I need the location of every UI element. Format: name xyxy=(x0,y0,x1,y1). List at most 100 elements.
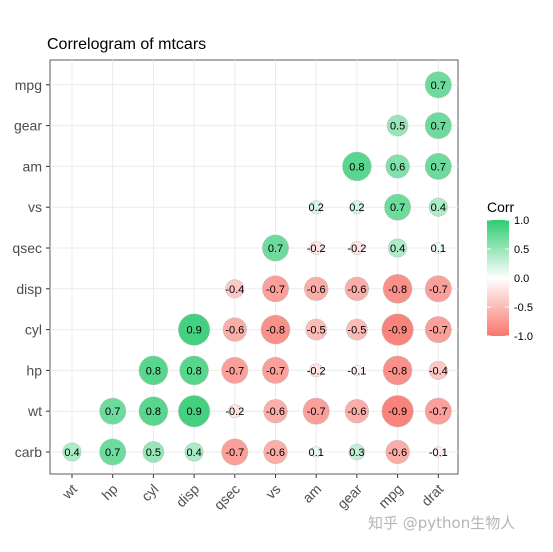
cell-am-wt xyxy=(302,397,330,425)
cell-label-gear-am: 0.8 xyxy=(349,161,364,173)
cell-disp-cyl xyxy=(178,313,211,346)
y-tick-label: qsec xyxy=(12,240,42,256)
cell-label-disp-carb: 0.4 xyxy=(186,447,201,459)
cell-drat-qsec xyxy=(432,242,444,254)
cell-label-drat-hp: -0.4 xyxy=(429,365,448,377)
cell-wt-carb xyxy=(62,442,82,462)
cell-drat-gear xyxy=(424,112,452,140)
cell-label-drat-vs: 0.4 xyxy=(431,202,446,214)
cell-gear-qsec xyxy=(349,241,364,255)
cell-label-drat-wt: -0.7 xyxy=(429,406,448,418)
cell-cyl-hp xyxy=(138,355,169,386)
cell-label-mpg-qsec: 0.4 xyxy=(390,243,405,255)
correlation-cells: 0.7 0.5 0.7 0.8 0.6 0.7 0.2 0.2 0.7 0.4 0.7 -0.2 -0.… xyxy=(62,71,452,466)
y-tick-label: disp xyxy=(16,281,42,297)
cell-mpg-am xyxy=(385,154,410,179)
x-tick-label: cyl xyxy=(138,481,161,504)
cell-label-am-qsec: -0.2 xyxy=(307,243,326,255)
cell-mpg-gear xyxy=(386,114,409,137)
legend-tick-label: 0.0 xyxy=(514,273,529,285)
x-tick-label: qsec xyxy=(211,481,243,513)
y-tick-label: hp xyxy=(26,362,42,378)
cell-label-drat-qsec: 0.1 xyxy=(431,243,446,255)
cell-label-mpg-carb: -0.6 xyxy=(388,447,407,459)
cell-am-disp xyxy=(304,276,329,301)
x-tick-label: disp xyxy=(173,481,203,511)
cell-label-am-vs: 0.2 xyxy=(309,202,324,214)
cell-label-am-carb: 0.1 xyxy=(309,447,324,459)
cell-label-vs-disp: -0.7 xyxy=(266,284,285,296)
legend-colorbar xyxy=(487,220,509,336)
cell-label-vs-hp: -0.7 xyxy=(266,365,285,377)
cell-am-qsec xyxy=(309,241,324,255)
cell-vs-hp xyxy=(262,356,289,384)
cell-hp-wt xyxy=(99,397,127,425)
cell-gear-am xyxy=(342,151,372,182)
cell-cyl-carb xyxy=(142,441,165,463)
cell-label-qsec-wt: -0.2 xyxy=(225,406,244,418)
cell-qsec-cyl xyxy=(222,317,247,342)
cell-label-mpg-wt: -0.9 xyxy=(388,406,407,418)
cell-label-disp-cyl: 0.9 xyxy=(186,325,201,337)
cell-qsec-carb xyxy=(221,438,249,466)
cell-am-cyl xyxy=(305,318,328,341)
cell-label-gear-carb: 0.3 xyxy=(349,447,364,459)
cell-mpg-cyl xyxy=(381,313,414,346)
cell-label-vs-wt: -0.6 xyxy=(266,406,285,418)
cell-label-gear-disp: -0.6 xyxy=(347,284,366,296)
x-tick-label: vs xyxy=(262,481,283,502)
cell-drat-cyl xyxy=(424,316,452,344)
cell-mpg-disp xyxy=(382,274,413,304)
chart-title: Correlogram of mtcars xyxy=(47,36,206,53)
legend-tick-label: -0.5 xyxy=(514,302,533,314)
cell-label-drat-disp: -0.7 xyxy=(429,284,448,296)
cell-label-mpg-disp: -0.8 xyxy=(388,284,407,296)
cell-label-am-wt: -0.7 xyxy=(307,406,326,418)
cell-label-mpg-cyl: -0.9 xyxy=(388,325,407,337)
legend-tick-label: -1.0 xyxy=(514,331,533,343)
cell-label-mpg-vs: 0.7 xyxy=(390,202,405,214)
cell-label-gear-wt: -0.6 xyxy=(347,406,366,418)
x-tick-label: hp xyxy=(98,481,120,503)
cell-drat-am xyxy=(424,152,452,180)
cell-mpg-carb xyxy=(385,439,410,465)
cell-gear-carb xyxy=(348,443,366,461)
cell-label-gear-qsec: -0.2 xyxy=(347,243,366,255)
cell-label-hp-wt: 0.7 xyxy=(105,406,120,418)
cell-cyl-wt xyxy=(138,396,169,426)
cell-label-mpg-am: 0.6 xyxy=(390,161,405,173)
cell-drat-hp xyxy=(428,360,448,380)
cell-disp-wt xyxy=(178,395,211,428)
cell-mpg-hp xyxy=(382,355,413,386)
cell-am-hp xyxy=(309,363,324,378)
cell-qsec-disp xyxy=(225,279,245,299)
legend-tick-label: 0.5 xyxy=(514,244,529,256)
cell-disp-hp xyxy=(179,355,209,386)
cell-label-mpg-gear: 0.5 xyxy=(390,121,405,133)
legend-tick-label: 1.0 xyxy=(514,215,529,227)
cell-drat-wt xyxy=(424,397,452,425)
x-tick-label: gear xyxy=(334,481,365,512)
watermark: 知乎 @python生物人 xyxy=(368,514,516,532)
x-tick-label: mpg xyxy=(375,481,406,512)
cell-label-disp-wt: 0.9 xyxy=(186,406,201,418)
x-tick-label: drat xyxy=(418,481,446,509)
cell-gear-wt xyxy=(344,399,370,424)
y-tick-label: cyl xyxy=(25,322,42,338)
cell-label-qsec-cyl: -0.6 xyxy=(225,325,244,337)
cell-label-am-disp: -0.6 xyxy=(307,284,326,296)
cell-vs-wt xyxy=(263,399,288,424)
cell-label-drat-am: 0.7 xyxy=(431,161,446,173)
cell-label-cyl-wt: 0.8 xyxy=(146,406,161,418)
cell-vs-cyl xyxy=(260,314,291,345)
y-tick-label: gear xyxy=(14,118,42,134)
x-tick-label: wt xyxy=(58,481,80,503)
cell-label-drat-gear: 0.7 xyxy=(431,121,446,133)
legend: Corr 1.0 0.5 0.0 -0.5 -1.0 xyxy=(487,199,533,343)
cell-label-qsec-disp: -0.4 xyxy=(225,284,244,296)
y-axis: carb wt hp cyl disp qsec vs am gear mpg xyxy=(12,77,50,460)
x-axis: wt hp cyl disp qsec vs am gear mpg drat xyxy=(58,474,446,513)
cell-gear-disp xyxy=(344,276,370,301)
cell-label-drat-cyl: -0.7 xyxy=(429,325,448,337)
